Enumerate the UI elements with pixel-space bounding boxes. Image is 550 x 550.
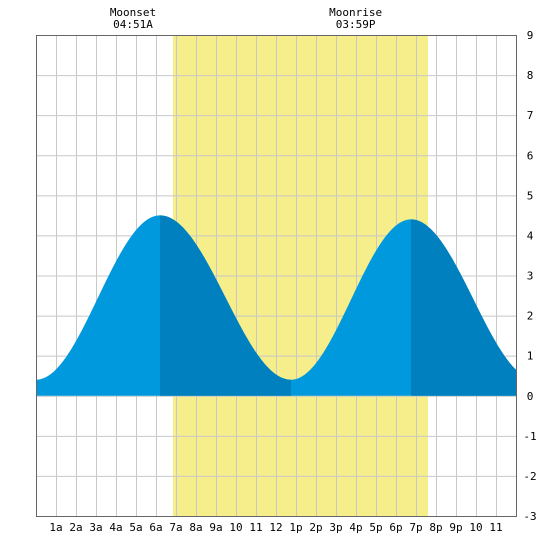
x-tick-label: 12 [269, 521, 282, 534]
x-tick-label: 10 [469, 521, 482, 534]
y-tick-label: 2 [527, 310, 534, 323]
x-tick-labels: 1a 2a 3a 4a 5a 6a 7a 8a 9a 10 11 12 1p 2p 3p 4p 5p 6p 7p 8p… [49, 521, 502, 534]
moon-event-label: Moonrise [329, 6, 382, 19]
x-tick-label: 4a [109, 521, 122, 534]
tide-area-shaded [411, 219, 516, 396]
x-tick-label: 8p [429, 521, 442, 534]
plot-border [36, 35, 517, 517]
y-tick-labels: -3 -2 -1 0 1 2 3 4 5 6 7 8 9 [523, 29, 536, 523]
tide-area-shaded [160, 215, 291, 396]
x-tick-label: 11 [249, 521, 262, 534]
x-tick-label: 2a [69, 521, 82, 534]
x-tick-label: 3a [89, 521, 102, 534]
x-tick-label: 11 [489, 521, 502, 534]
moon-event-label: Moonset [110, 6, 156, 19]
moon-event-time: 03:59P [336, 18, 376, 31]
x-tick-label: 1p [289, 521, 302, 534]
x-tick-label: 5a [129, 521, 142, 534]
y-tick-label: 6 [527, 149, 534, 162]
y-tick-label: 9 [527, 29, 534, 42]
x-tick-label: 6a [149, 521, 162, 534]
x-tick-label: 8a [189, 521, 202, 534]
x-tick-label: 1a [49, 521, 62, 534]
tide-area [36, 215, 516, 396]
x-tick-label: 3p [329, 521, 342, 534]
y-tick-label: 3 [527, 270, 534, 283]
y-tick-label: -2 [523, 470, 536, 483]
moon-event-time: 04:51A [113, 18, 153, 31]
y-tick-label: 1 [527, 350, 534, 363]
x-tick-label: 7p [409, 521, 422, 534]
x-tick-label: 5p [369, 521, 382, 534]
y-tick-label: 4 [527, 229, 534, 242]
y-tick-label: 8 [527, 69, 534, 82]
x-tick-label: 9a [209, 521, 222, 534]
y-tick-label: 7 [527, 109, 534, 122]
y-tick-label: -3 [523, 510, 536, 523]
tide-area-layer [36, 215, 516, 396]
x-tick-label: 9p [449, 521, 462, 534]
x-tick-label: 4p [349, 521, 362, 534]
x-tick-label: 2p [309, 521, 322, 534]
x-tick-label: 6p [389, 521, 402, 534]
y-tick-label: 0 [527, 390, 534, 403]
x-tick-label: 10 [229, 521, 242, 534]
y-tick-label: 5 [527, 189, 534, 202]
x-tick-label: 7a [169, 521, 182, 534]
y-tick-label: -1 [523, 430, 536, 443]
